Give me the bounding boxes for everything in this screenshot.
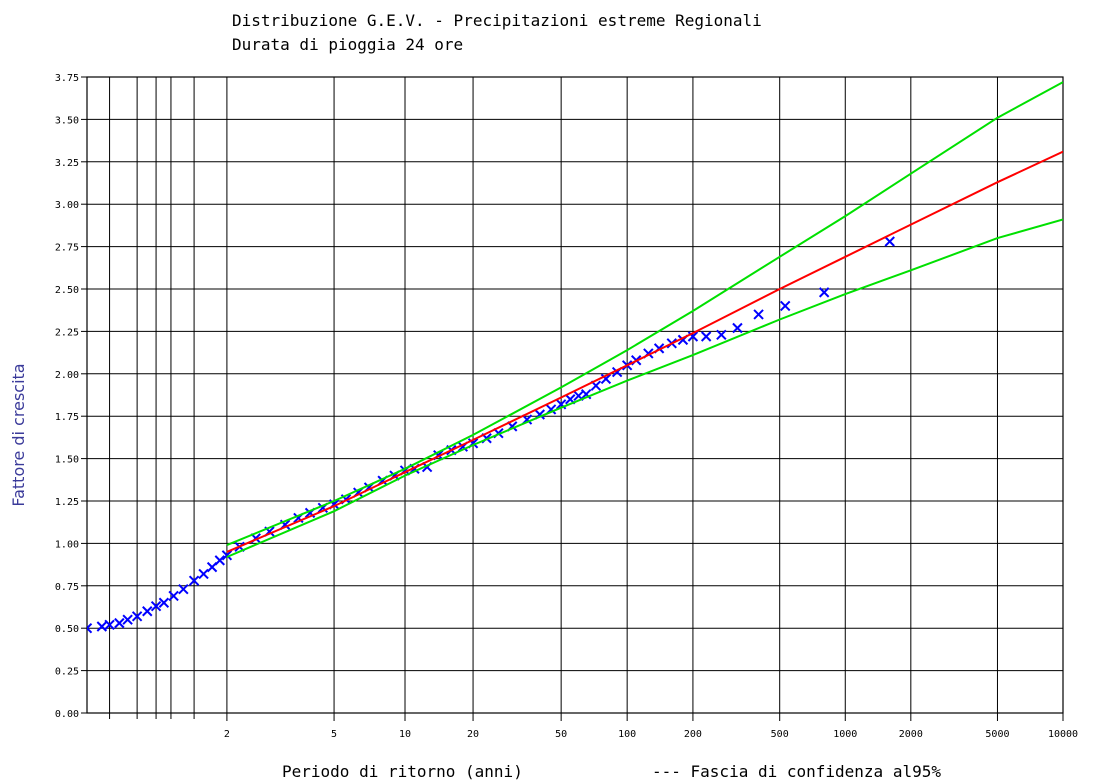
data-point [168, 590, 179, 602]
data-point [150, 600, 162, 612]
y-tick-label: 1.75 [55, 412, 79, 423]
data-point [884, 236, 895, 247]
series-layer [87, 81, 1063, 634]
data-point [96, 621, 108, 632]
y-tick-label: 3.25 [55, 158, 79, 169]
x-tick-label: 200 [684, 729, 702, 740]
y-tick-label: 1.25 [55, 497, 79, 508]
y-tick-label: 0.25 [55, 667, 79, 678]
y-tick-label: 2.75 [55, 243, 79, 254]
x-tick-label: 10000 [1048, 729, 1078, 740]
y-tick-label: 2.00 [55, 370, 79, 381]
x-tick-label: 5 [331, 729, 337, 740]
data-point [142, 606, 153, 617]
y-tick-label: 3.75 [55, 73, 79, 84]
data-point [214, 555, 226, 566]
y-tick-label: 1.00 [55, 539, 79, 550]
data-point [700, 331, 712, 342]
data-point [221, 550, 233, 561]
x-tick-label: 100 [618, 729, 636, 740]
y-tick-label: 0.50 [55, 624, 79, 635]
confidence-band-label: --- Fascia di confidenza al95% [652, 762, 941, 781]
y-tick-label: 1.50 [55, 455, 79, 466]
y-tick-label: 0.00 [55, 709, 79, 720]
x-tick-label: 10 [399, 729, 411, 740]
x-axis-label: Periodo di ritorno (anni) [282, 762, 523, 781]
x-tick-label: 2 [224, 729, 230, 740]
data-point [753, 309, 764, 320]
plot-area [87, 81, 1063, 634]
observed-points [87, 236, 895, 634]
fitted-curve-line [226, 150, 1063, 553]
y-axis-label: Fattore di crescita [9, 363, 28, 506]
x-tick-label: 1000 [833, 729, 857, 740]
confidence-upper-line [226, 81, 1063, 547]
data-point [732, 322, 743, 334]
confidence-lower-line [226, 218, 1063, 558]
x-tick-label: 500 [771, 729, 789, 740]
y-tick-label: 0.75 [55, 582, 79, 593]
grid-lines [86, 76, 1064, 721]
data-point [178, 583, 189, 595]
data-point [818, 287, 830, 298]
data-point [114, 617, 125, 629]
data-point [158, 597, 170, 608]
y-tick-label: 3.50 [55, 115, 79, 126]
data-point [716, 329, 727, 340]
chart-title-line2: Durata di pioggia 24 ore [232, 35, 463, 54]
data-point [188, 575, 200, 586]
x-tick-label: 2000 [899, 729, 923, 740]
x-tick-label: 50 [555, 729, 567, 740]
data-point [198, 568, 209, 580]
x-tick-label: 5000 [985, 729, 1009, 740]
data-point [104, 619, 115, 631]
x-tick-label: 20 [467, 729, 479, 740]
y-tick-label: 2.50 [55, 285, 79, 296]
y-tick-label: 2.25 [55, 327, 79, 338]
data-point [779, 300, 791, 312]
y-tick-label: 3.00 [55, 200, 79, 211]
data-point [87, 622, 93, 634]
data-point [600, 373, 612, 385]
data-point [131, 611, 143, 622]
axis-ticks: 0.00 0.25 0.50 0.75 1.00 1.25 1.50 1.75 2.00 2.25… [55, 73, 1078, 740]
data-point [122, 614, 133, 625]
chart-title-line1: Distribuzione G.E.V. - Precipitazioni es… [232, 11, 762, 30]
